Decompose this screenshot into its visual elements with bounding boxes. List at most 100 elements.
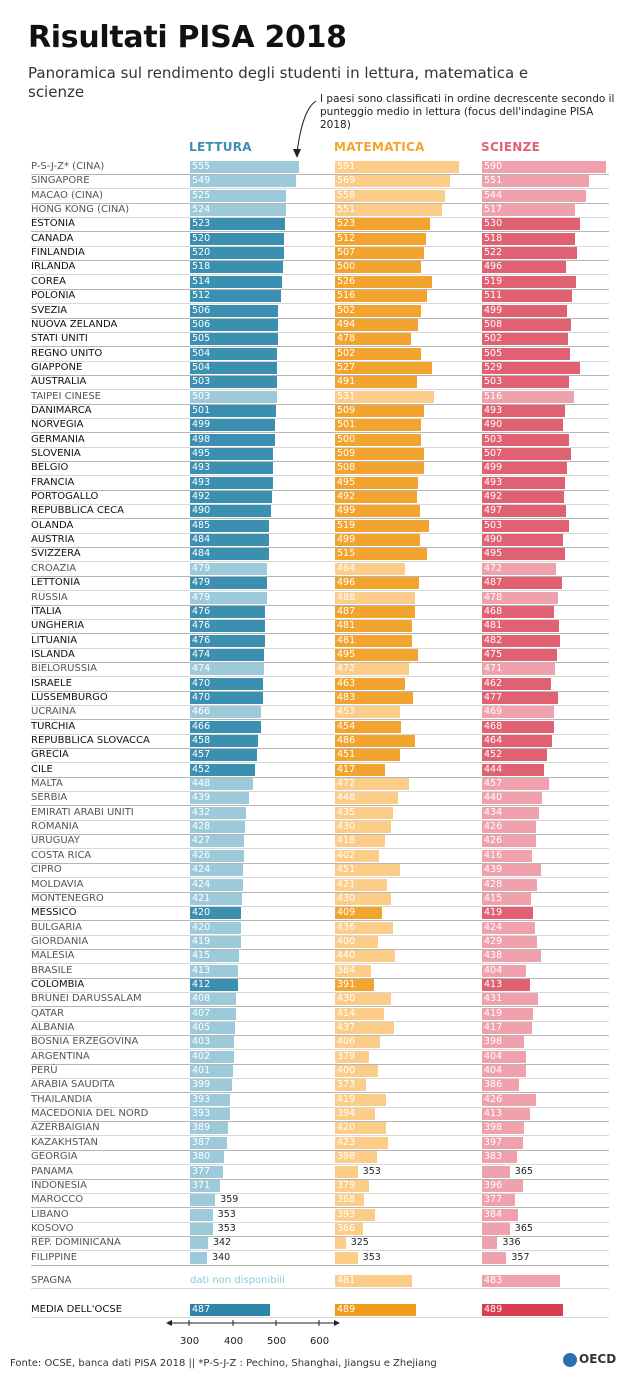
- math-value-label: 464: [337, 562, 356, 574]
- science-value-label: 431: [484, 993, 503, 1005]
- reading-bar: [190, 993, 237, 1006]
- reading-value-label: 520: [192, 232, 211, 244]
- country-label: BRUNEI DARUSSALAM: [31, 993, 142, 1005]
- math-value-label: 502: [337, 304, 356, 316]
- math-bar: [335, 677, 405, 690]
- reading-value-label: 512: [192, 290, 211, 302]
- chart-row-ucraina: UCRAINA 466 453 469: [31, 705, 609, 721]
- country-label: GERMANIA: [31, 433, 85, 445]
- math-bar: [335, 1151, 377, 1164]
- chart-row-lussemburgo: LUSSEMBURGO 470 483 477: [31, 691, 609, 706]
- science-bar: [482, 677, 552, 690]
- reading-value-label: 389: [192, 1122, 211, 1134]
- chart-row-macao-cina: MACAO (CINA) 525 558 544: [31, 189, 609, 204]
- reading-value-label: 555: [192, 161, 211, 172]
- chart-row-arabia-saudita: ARABIA SAUDITA 399 373 386: [31, 1078, 609, 1094]
- science-value-label: 415: [484, 892, 503, 904]
- science-bar: [482, 605, 554, 618]
- science-value-label: 404: [484, 1065, 503, 1077]
- math-bar: [335, 433, 421, 446]
- chart-row-panama: PANAMA 377 353 365: [31, 1165, 609, 1180]
- chart-row-grecia: GRECIA 457 451 452: [31, 748, 609, 764]
- reading-value-label: 402: [192, 1050, 211, 1062]
- reading-bar: [190, 878, 244, 891]
- science-value-label: 424: [484, 921, 503, 933]
- science-value-label: 469: [484, 706, 503, 718]
- chart-row-lituania: LITUANIA 476 481 482: [31, 634, 609, 649]
- math-bar: [335, 1165, 358, 1178]
- chart-row-libano: LIBANO 353 393 384: [31, 1208, 609, 1223]
- reading-value-label: 413: [192, 964, 211, 976]
- country-label: CANADA: [31, 232, 74, 244]
- reading-bar: [190, 476, 273, 489]
- math-bar: [335, 806, 393, 819]
- science-value-label: 419: [484, 1007, 503, 1019]
- country-label: REP. DOMINICANA: [31, 1237, 121, 1249]
- chart-row-estonia: ESTONIA 523 523 530: [31, 217, 609, 233]
- chart-row-regno-unito: REGNO UNITO 504 502 505: [31, 347, 609, 362]
- math-value-label: 512: [337, 232, 356, 244]
- reading-bar: [190, 849, 244, 862]
- science-bar: [482, 1151, 518, 1164]
- country-label: FILIPPINE: [31, 1251, 78, 1263]
- science-value-label: 482: [484, 634, 503, 646]
- reading-bar: [190, 1022, 235, 1034]
- math-bar: [335, 218, 431, 231]
- science-value-label: 452: [484, 749, 503, 761]
- chart-row-australia: AUSTRALIA 503 491 503: [31, 375, 609, 391]
- chart-row-svezia: SVEZIA 506 502 499: [31, 304, 609, 319]
- reading-value-label: 549: [192, 175, 211, 187]
- math-bar: [335, 1093, 386, 1106]
- math-bar: [335, 1179, 369, 1192]
- math-bar: [335, 290, 428, 303]
- country-label: CIPRO: [31, 864, 62, 876]
- math-value-label: 509: [337, 404, 356, 416]
- reading-value-label: 492: [192, 491, 211, 503]
- science-value-label: 404: [484, 964, 503, 976]
- math-value-label: 417: [337, 763, 356, 775]
- science-bar: [482, 404, 565, 417]
- chart-row-corea: COREA 514 526 519: [31, 275, 609, 290]
- chart-row-p-s-j-z-cina: P-S-J-Z* (CINA) 555 591 590: [31, 160, 609, 175]
- reading-bar: [190, 189, 287, 202]
- science-bar: [482, 648, 557, 661]
- country-label: UNGHERIA: [31, 620, 85, 632]
- math-value-label: 478: [337, 333, 356, 345]
- science-bar: [482, 1007, 533, 1020]
- math-value-label: 353: [362, 1165, 381, 1177]
- science-bar: [482, 562, 556, 575]
- science-value-label: 426: [484, 835, 503, 847]
- science-value-label: 434: [484, 806, 503, 818]
- ranking-note: I paesi sono classificati in ordine decr…: [320, 93, 615, 131]
- science-value-label: 517: [484, 204, 503, 216]
- math-bar: [335, 318, 418, 331]
- science-bar: [482, 835, 536, 848]
- science-value-label: 522: [484, 247, 503, 259]
- math-bar: [335, 1222, 364, 1235]
- math-value-label: 500: [337, 261, 356, 273]
- science-value-label: 519: [484, 275, 503, 287]
- column-header-reading: LETTURA: [189, 140, 252, 154]
- reading-value-label: 466: [192, 706, 211, 718]
- science-bar: [482, 591, 559, 604]
- science-bar: [482, 978, 531, 991]
- chart-row-rep-dominicana: REP. DOMINICANA 342 325 336: [31, 1236, 609, 1252]
- math-value-label: 495: [337, 476, 356, 488]
- math-bar: [335, 993, 391, 1006]
- chart-row-nuova-zelanda: NUOVA ZELANDA 506 494 508: [31, 318, 609, 333]
- science-bar: [482, 993, 538, 1006]
- science-value-label: 477: [484, 691, 503, 703]
- math-bar: [335, 1251, 358, 1264]
- math-value-label: 491: [337, 376, 356, 388]
- science-value-label: 428: [484, 878, 503, 890]
- math-bar: [335, 964, 371, 977]
- column-header-math: MATEMATICA: [334, 140, 425, 154]
- country-label: UCRAINA: [31, 706, 76, 718]
- reading-value-label: 479: [192, 562, 211, 574]
- chart-row-irlanda: IRLANDA 518 500 496: [31, 260, 609, 276]
- country-label: GIORDANIA: [31, 935, 89, 947]
- math-bar: [335, 161, 460, 173]
- country-label: COSTA RICA: [31, 849, 92, 861]
- science-bar: [482, 505, 567, 518]
- math-bar: [335, 361, 433, 374]
